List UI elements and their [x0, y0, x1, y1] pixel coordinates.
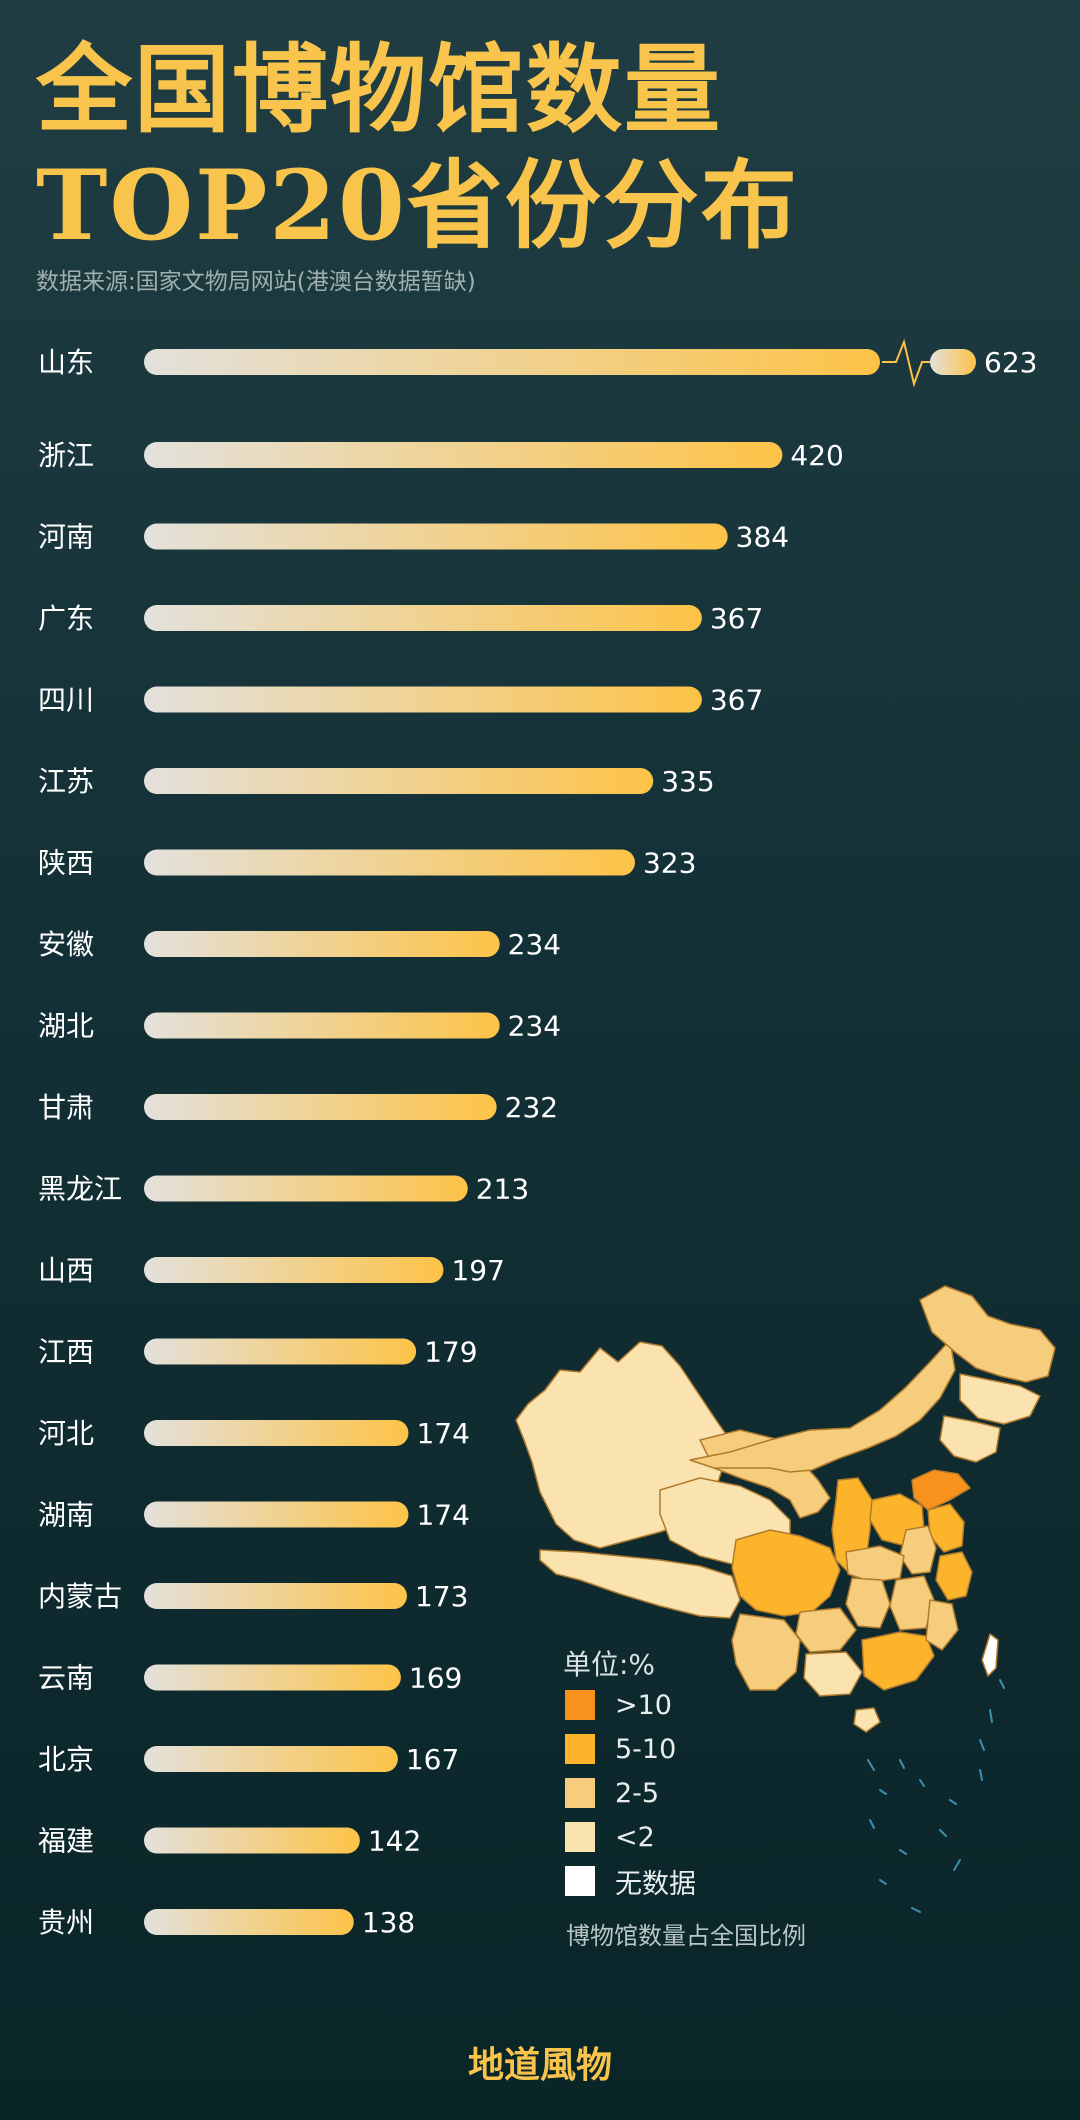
- bar-chart: 山东 623 浙江 420 河南 384 广东 367 四川 367 江苏 335 陕西 323 安徽 234…: [38, 338, 1037, 1939]
- legend-label: <2: [615, 1821, 655, 1853]
- legend-item: 无数据: [565, 1866, 696, 1900]
- legend-caption: 博物馆数量占全国比例: [566, 1922, 806, 1950]
- category-label: 广东: [38, 602, 94, 635]
- bar: [144, 686, 702, 713]
- value-label: 384: [736, 521, 789, 554]
- legend-swatch: [565, 1690, 595, 1720]
- legend-item: >10: [565, 1689, 672, 1721]
- value-label: 167: [406, 1743, 459, 1776]
- value-label: 420: [790, 439, 843, 472]
- bar: [144, 1746, 398, 1772]
- value-label: 323: [643, 847, 696, 880]
- category-label: 山西: [38, 1254, 94, 1287]
- category-label: 云南: [38, 1662, 94, 1695]
- category-label: 湖北: [38, 1010, 94, 1043]
- legend-label: 5-10: [615, 1733, 677, 1765]
- value-label: 367: [710, 684, 763, 717]
- bar: [144, 349, 880, 375]
- bar: [144, 1664, 401, 1691]
- bar-group: 山东 623 浙江 420 河南 384 广东 367 四川 367 江苏 335 陕西 323 安徽 234…: [38, 338, 1037, 1939]
- category-label: 陕西: [38, 847, 94, 880]
- legend-label: >10: [615, 1689, 672, 1721]
- value-label: 173: [415, 1580, 468, 1613]
- category-label: 四川: [38, 684, 94, 717]
- legend-swatch: [565, 1778, 595, 1808]
- bar: [144, 1257, 444, 1283]
- value-label: 213: [476, 1173, 529, 1206]
- value-label: 174: [416, 1499, 469, 1532]
- axis-break-mark: [882, 338, 934, 388]
- value-label: 335: [661, 765, 714, 798]
- category-label: 江苏: [38, 765, 94, 798]
- value-label: 234: [508, 928, 561, 961]
- category-label: 安徽: [38, 928, 94, 961]
- value-label: 142: [368, 1825, 421, 1858]
- legend-swatch: [565, 1822, 595, 1852]
- legend-swatch: [565, 1866, 595, 1896]
- category-label: 河南: [38, 521, 94, 554]
- legend-unit-label: 单位:%: [563, 1648, 656, 1681]
- value-label: 232: [505, 1091, 558, 1124]
- bar: [144, 1420, 409, 1446]
- bar: [144, 1583, 407, 1609]
- category-label: 内蒙古: [38, 1580, 122, 1613]
- value-label: 234: [508, 1010, 561, 1043]
- category-label: 甘肃: [38, 1091, 94, 1124]
- bar: [144, 849, 635, 876]
- bar: [144, 1338, 417, 1365]
- category-label: 浙江: [38, 439, 94, 472]
- bar: [144, 1012, 500, 1039]
- bar: [144, 1175, 468, 1202]
- legend-swatch: [565, 1734, 595, 1764]
- bar: [144, 931, 500, 957]
- category-label: 福建: [38, 1825, 94, 1858]
- category-label: 河北: [38, 1417, 94, 1450]
- value-label: 174: [416, 1417, 469, 1450]
- brand-logo-text: 地道風物: [467, 2044, 612, 2086]
- page-title-line-1: 全国博物馆数量: [36, 33, 722, 146]
- bar-continuation: [930, 349, 976, 375]
- bar: [144, 768, 654, 794]
- page-title-line-2: TOP20省份分布: [36, 149, 799, 262]
- bar: [144, 1094, 497, 1120]
- value-label: 197: [451, 1254, 504, 1287]
- value-label: 623: [984, 346, 1037, 379]
- legend-item: 2-5: [565, 1777, 660, 1809]
- bar: [144, 605, 702, 631]
- data-source-note: 数据来源:国家文物局网站(港澳台数据暂缺): [36, 269, 476, 295]
- bar: [144, 1909, 354, 1935]
- value-label: 169: [409, 1662, 462, 1695]
- legend-label: 2-5: [615, 1777, 660, 1809]
- category-label: 黑龙江: [38, 1173, 122, 1206]
- legend-label: 无数据: [615, 1868, 696, 1900]
- value-label: 179: [424, 1336, 477, 1369]
- category-label: 湖南: [38, 1499, 94, 1532]
- category-label: 江西: [38, 1336, 94, 1369]
- bar: [144, 1827, 360, 1854]
- legend-item: <2: [565, 1821, 655, 1853]
- category-label: 北京: [38, 1743, 94, 1776]
- category-label: 贵州: [38, 1906, 94, 1939]
- bar: [144, 1501, 409, 1528]
- bar: [144, 523, 728, 550]
- bar: [144, 442, 783, 468]
- legend-item: 5-10: [565, 1733, 677, 1765]
- value-label: 138: [362, 1906, 415, 1939]
- value-label: 367: [710, 602, 763, 635]
- category-label: 山东: [38, 346, 94, 379]
